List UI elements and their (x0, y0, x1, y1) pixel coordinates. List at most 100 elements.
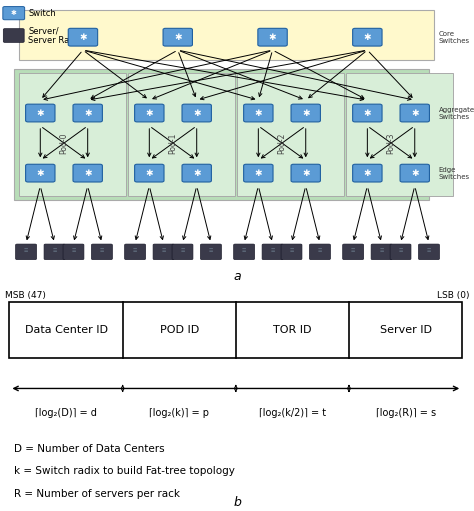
Text: ☰: ☰ (318, 248, 322, 253)
FancyBboxPatch shape (310, 244, 330, 260)
Text: ✱: ✱ (302, 169, 310, 178)
FancyBboxPatch shape (63, 244, 84, 260)
Text: ✱: ✱ (146, 108, 153, 118)
Text: Data Center ID: Data Center ID (25, 325, 108, 335)
Text: ✱: ✱ (364, 169, 371, 178)
FancyBboxPatch shape (68, 28, 98, 46)
Text: ✱: ✱ (79, 33, 87, 42)
Text: ☰: ☰ (52, 248, 57, 253)
FancyBboxPatch shape (135, 164, 164, 182)
FancyBboxPatch shape (163, 28, 192, 46)
Text: Pod-3: Pod-3 (387, 132, 395, 154)
Text: ☰: ☰ (100, 248, 104, 253)
Text: ☰: ☰ (242, 248, 246, 253)
Bar (14, 68, 429, 200)
Text: ✱: ✱ (411, 169, 419, 178)
Bar (346, 73, 453, 196)
FancyBboxPatch shape (291, 164, 320, 182)
Bar (237, 73, 344, 196)
FancyBboxPatch shape (281, 244, 302, 260)
Text: ☰: ☰ (427, 248, 431, 253)
Text: ✱: ✱ (411, 108, 419, 118)
FancyBboxPatch shape (201, 244, 221, 260)
Text: Pod-1: Pod-1 (169, 132, 177, 154)
FancyBboxPatch shape (400, 104, 429, 122)
FancyBboxPatch shape (353, 164, 382, 182)
Text: ☰: ☰ (289, 248, 294, 253)
Text: ☰: ☰ (351, 248, 356, 253)
FancyBboxPatch shape (244, 164, 273, 182)
FancyBboxPatch shape (262, 244, 283, 260)
Text: ✱: ✱ (364, 108, 371, 118)
Text: ✱: ✱ (193, 169, 201, 178)
Text: D = Number of Data Centers: D = Number of Data Centers (14, 444, 165, 454)
Text: Server ID: Server ID (380, 325, 431, 335)
FancyBboxPatch shape (73, 164, 102, 182)
Text: a: a (233, 270, 241, 283)
Text: ✱: ✱ (255, 108, 262, 118)
FancyBboxPatch shape (3, 7, 25, 20)
FancyBboxPatch shape (291, 104, 320, 122)
FancyBboxPatch shape (26, 104, 55, 122)
FancyBboxPatch shape (16, 244, 36, 260)
Text: ☰: ☰ (270, 248, 275, 253)
Text: ✱: ✱ (36, 108, 44, 118)
FancyBboxPatch shape (153, 244, 174, 260)
Text: ✱: ✱ (36, 169, 44, 178)
Text: Switch: Switch (28, 9, 56, 18)
Text: ✱: ✱ (174, 33, 182, 42)
FancyBboxPatch shape (182, 164, 211, 182)
Text: ✱: ✱ (269, 33, 276, 42)
Text: ✱: ✱ (364, 33, 371, 42)
Text: Aggregate
Switches: Aggregate Switches (438, 106, 474, 120)
Text: ✱: ✱ (255, 169, 262, 178)
Text: ☰: ☰ (161, 248, 166, 253)
Text: ⌈log₂(k)⌉ = p: ⌈log₂(k)⌉ = p (149, 408, 209, 417)
Text: MSB (47): MSB (47) (5, 291, 46, 299)
FancyBboxPatch shape (26, 164, 55, 182)
Text: ☰: ☰ (24, 248, 28, 253)
Text: Edge
Switches: Edge Switches (438, 167, 470, 180)
FancyBboxPatch shape (234, 244, 255, 260)
FancyBboxPatch shape (343, 244, 364, 260)
Text: ✱: ✱ (193, 108, 201, 118)
Text: ☰: ☰ (398, 248, 403, 253)
Text: ✱: ✱ (84, 169, 91, 178)
Text: k = Switch radix to build Fat-tree topology: k = Switch radix to build Fat-tree topol… (14, 466, 235, 476)
Text: ☰: ☰ (379, 248, 384, 253)
FancyBboxPatch shape (135, 104, 164, 122)
Text: ✱: ✱ (11, 10, 17, 16)
Text: Server/
Server Rack: Server/ Server Rack (28, 26, 79, 45)
FancyBboxPatch shape (353, 28, 382, 46)
Text: b: b (233, 496, 241, 509)
Text: R = Number of servers per rack: R = Number of servers per rack (14, 489, 180, 499)
Bar (9, 302, 462, 358)
FancyBboxPatch shape (353, 104, 382, 122)
FancyBboxPatch shape (390, 244, 411, 260)
FancyBboxPatch shape (3, 29, 24, 42)
Text: ⌈log₂(D)⌉ = d: ⌈log₂(D)⌉ = d (35, 408, 97, 417)
Text: ⌈log₂(k/2)⌉ = t: ⌈log₂(k/2)⌉ = t (259, 408, 326, 417)
FancyBboxPatch shape (419, 244, 439, 260)
FancyBboxPatch shape (258, 28, 287, 46)
Text: ☰: ☰ (180, 248, 185, 253)
Text: ✱: ✱ (146, 169, 153, 178)
FancyBboxPatch shape (400, 164, 429, 182)
Text: ☰: ☰ (209, 248, 213, 253)
FancyBboxPatch shape (73, 104, 102, 122)
Bar (19, 10, 434, 60)
FancyBboxPatch shape (172, 244, 193, 260)
FancyBboxPatch shape (182, 104, 211, 122)
FancyBboxPatch shape (44, 244, 65, 260)
FancyBboxPatch shape (371, 244, 392, 260)
Text: ⌈log₂(R)⌉ = s: ⌈log₂(R)⌉ = s (375, 408, 436, 417)
Text: LSB (0): LSB (0) (437, 291, 469, 299)
Text: ✱: ✱ (302, 108, 310, 118)
Text: ✱: ✱ (84, 108, 91, 118)
Text: POD ID: POD ID (160, 325, 199, 335)
Bar (128, 73, 235, 196)
Text: Pod-0: Pod-0 (60, 132, 68, 154)
FancyBboxPatch shape (125, 244, 146, 260)
Text: Pod-2: Pod-2 (278, 132, 286, 154)
Bar (19, 73, 126, 196)
